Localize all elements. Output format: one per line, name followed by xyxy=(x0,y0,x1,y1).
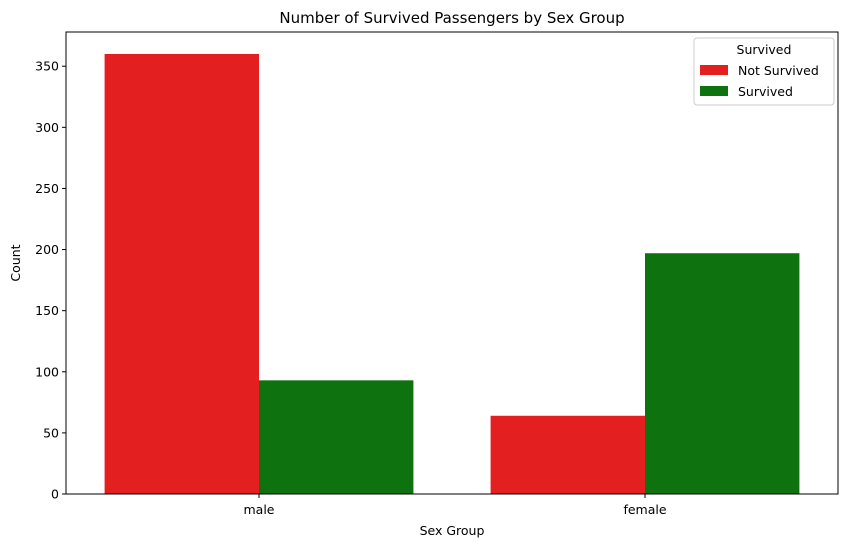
x-tick-label: female xyxy=(623,502,666,517)
x-tick-label: male xyxy=(244,502,275,517)
legend-label: Survived xyxy=(738,84,793,99)
bar-male-not-survived xyxy=(104,54,259,494)
x-axis-label: Sex Group xyxy=(420,523,485,538)
y-tick-label: 100 xyxy=(35,364,59,379)
y-tick-label: 0 xyxy=(51,487,59,502)
bar-male-survived xyxy=(259,380,414,494)
chart-title: Number of Survived Passengers by Sex Gro… xyxy=(279,9,624,27)
bars-group xyxy=(104,54,800,494)
legend-box xyxy=(693,37,835,106)
legend-swatch xyxy=(700,65,728,75)
legend-title: Survived xyxy=(737,42,792,57)
y-axis-label: Count xyxy=(8,244,23,281)
legend: Survived Not Survived Survived xyxy=(693,37,835,106)
legend-label: Not Survived xyxy=(738,63,819,78)
y-axis: 0 50 100 150 200 250 300 350 xyxy=(35,59,66,502)
y-tick-label: 300 xyxy=(35,120,59,135)
y-tick-label: 350 xyxy=(35,59,59,74)
bar-female-survived xyxy=(645,253,800,494)
y-tick-label: 150 xyxy=(35,303,59,318)
bar-female-not-survived xyxy=(490,415,645,494)
y-tick-label: 50 xyxy=(43,425,59,440)
x-axis: male female xyxy=(244,494,667,517)
legend-swatch xyxy=(700,86,728,96)
y-tick-label: 200 xyxy=(35,242,59,257)
y-tick-label: 250 xyxy=(35,181,59,196)
plot-frame xyxy=(65,31,839,495)
